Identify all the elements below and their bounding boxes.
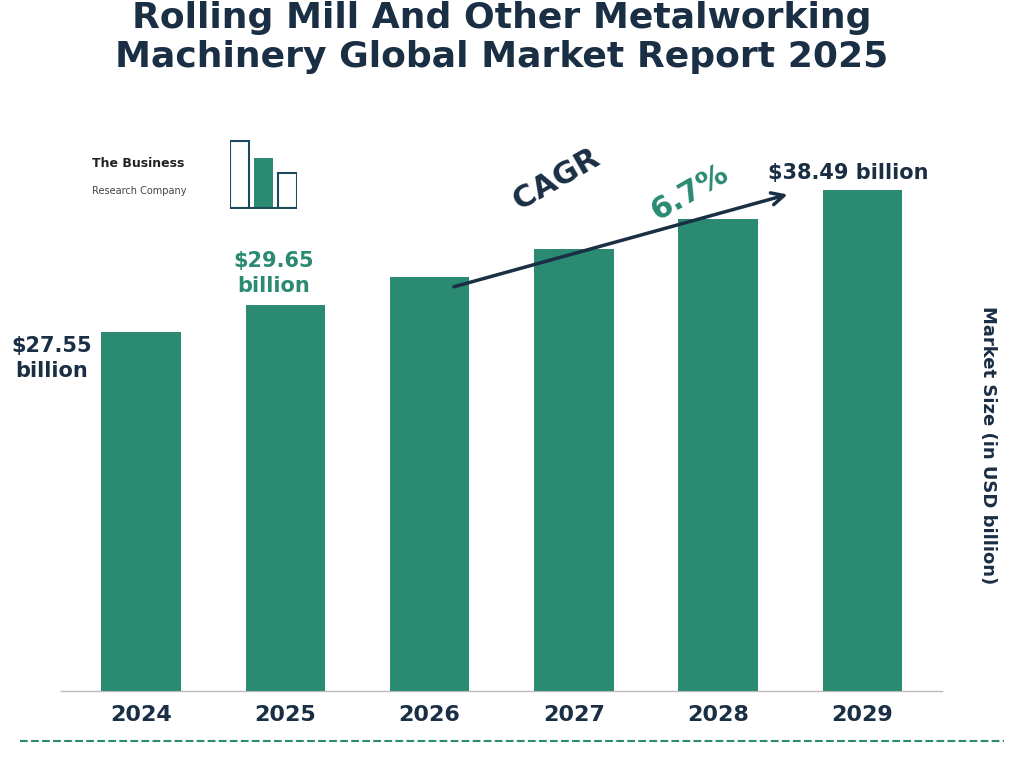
Text: 6.7%: 6.7% [646,159,734,227]
Bar [101,333,181,691]
Text: $29.65
billion: $29.65 billion [233,251,314,296]
Title: Rolling Mill And Other Metalworking
Machinery Global Market Report 2025: Rolling Mill And Other Metalworking Mach… [115,1,889,74]
Text: $27.55
billion: $27.55 billion [11,336,92,381]
Bar [246,305,325,691]
Bar [254,157,273,207]
Text: CAGR: CAGR [509,133,624,216]
Text: $38.49 billion: $38.49 billion [768,164,928,184]
Bar [390,276,469,691]
Bar [279,173,297,207]
Bar [230,141,249,207]
Bar [822,190,902,691]
Text: Market Size (in USD billion): Market Size (in USD billion) [979,306,997,584]
Bar [535,249,613,691]
Bar [679,219,758,691]
Text: Research Company: Research Company [92,186,186,197]
Text: The Business: The Business [92,157,184,170]
